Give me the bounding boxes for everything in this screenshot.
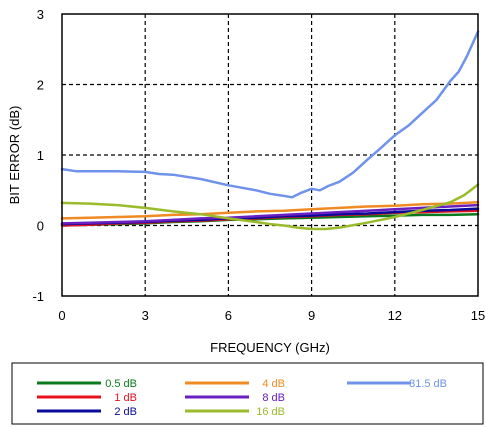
legend-label: 4 dB — [262, 378, 285, 390]
series-line-31-5-db — [60, 30, 480, 199]
legend-label: 1 dB — [114, 392, 137, 404]
grid — [62, 14, 478, 296]
y-tick-label: 3 — [37, 7, 44, 22]
x-tick-label: 3 — [142, 308, 149, 323]
plot-frame — [61, 13, 479, 297]
y-axis-title: BIT ERROR (dB) — [7, 106, 22, 205]
x-axis-title: FREQUENCY (GHz) — [210, 340, 330, 355]
y-tick-label: -1 — [32, 289, 44, 304]
legend-label: 2 dB — [114, 406, 137, 418]
series-line-16-db — [60, 183, 480, 231]
legend-label: 8 dB — [262, 392, 285, 404]
legend-label: 0.5 dB — [105, 378, 137, 390]
series-line-4-db — [60, 200, 480, 220]
x-tick-label: 9 — [308, 308, 315, 323]
series-line-8-db — [60, 203, 480, 225]
series-layer — [60, 30, 480, 231]
y-tick-label: 2 — [37, 78, 44, 93]
legend: 0.5 dB 1 dB 2 dB 4 dB 8 dB 16 dB 31.5 dB — [11, 362, 484, 425]
x-tick-label: 6 — [225, 308, 232, 323]
y-tick-label: 0 — [37, 219, 44, 234]
legend-label: 31.5 dB — [409, 378, 447, 390]
x-tick-label: 15 — [471, 308, 485, 323]
x-tick-label: 0 — [58, 308, 65, 323]
legend-box — [11, 362, 484, 425]
y-tick-label: 1 — [37, 148, 44, 163]
x-tick-label: 12 — [388, 308, 402, 323]
legend-label: 16 dB — [256, 406, 285, 418]
